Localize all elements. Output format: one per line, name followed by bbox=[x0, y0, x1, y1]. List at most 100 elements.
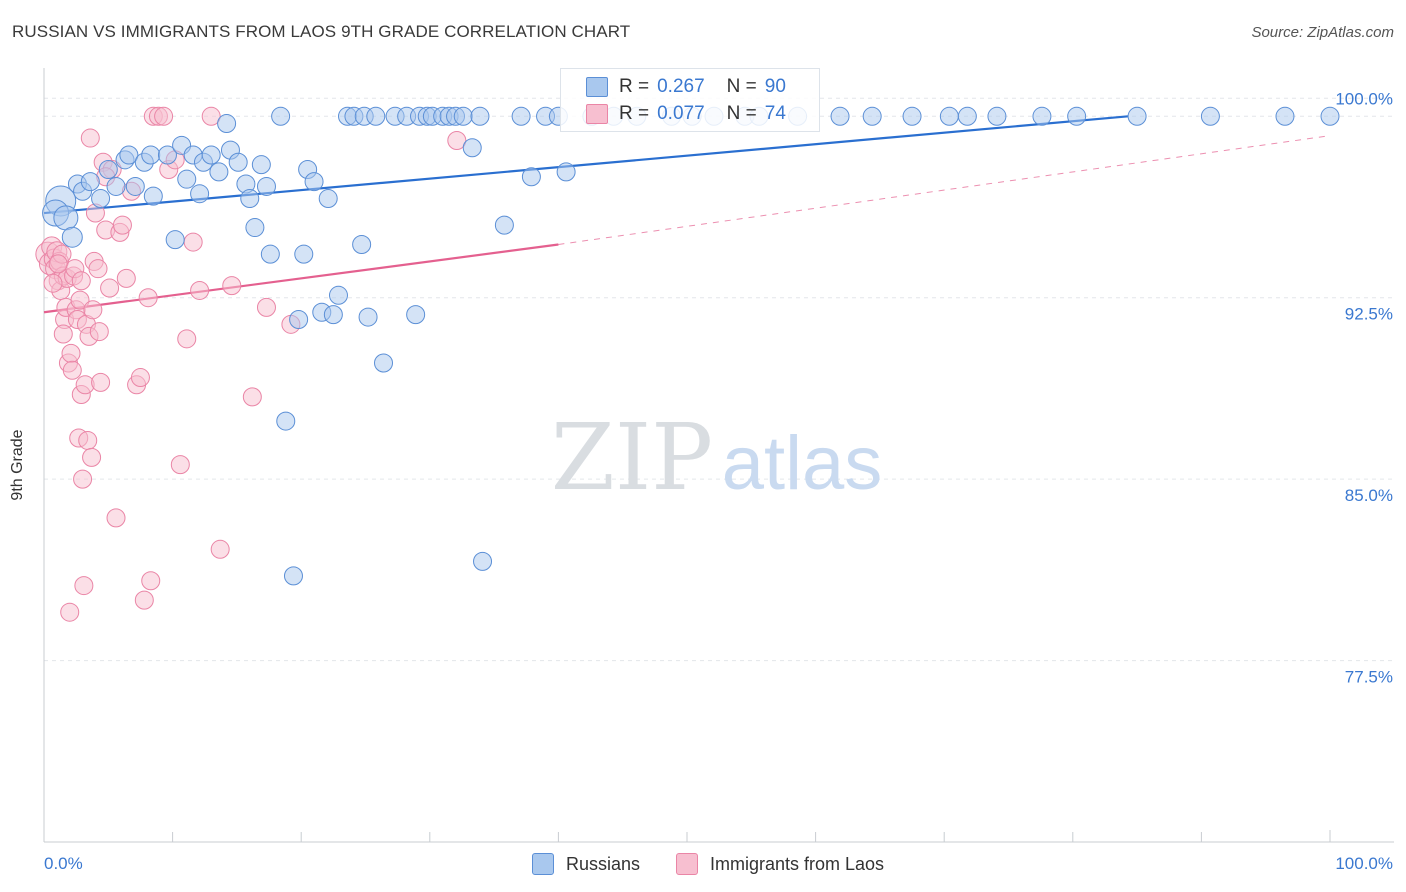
point-russians bbox=[323, 305, 343, 325]
point-russians bbox=[271, 106, 291, 126]
point-russians bbox=[1275, 106, 1295, 126]
series-russians bbox=[42, 106, 1340, 586]
y-tick-label: 85.0% bbox=[1345, 486, 1393, 505]
legend-label-laos: Immigrants from Laos bbox=[710, 853, 885, 874]
point-russians bbox=[143, 186, 163, 206]
point-russians bbox=[862, 106, 882, 126]
point-russians bbox=[556, 162, 576, 182]
point-laos bbox=[116, 268, 136, 288]
point-russians bbox=[245, 218, 265, 238]
point-russians bbox=[141, 145, 161, 165]
point-russians bbox=[53, 205, 79, 231]
point-russians bbox=[830, 106, 850, 126]
legend-r-label: R = bbox=[619, 103, 650, 124]
point-russians bbox=[406, 305, 426, 325]
legend-item-russians[interactable]: Russians bbox=[532, 852, 640, 876]
point-laos bbox=[447, 130, 467, 150]
point-russians bbox=[260, 244, 280, 264]
legend-r-value: 0.267 bbox=[657, 76, 705, 97]
point-russians bbox=[283, 566, 303, 586]
point-russians bbox=[1127, 106, 1147, 126]
point-russians bbox=[318, 189, 338, 209]
legend-n-value: 74 bbox=[764, 103, 786, 124]
point-laos bbox=[190, 280, 210, 300]
point-russians bbox=[328, 285, 348, 305]
point-russians bbox=[294, 244, 314, 264]
point-laos bbox=[242, 387, 262, 407]
y-tick-label: 100.0% bbox=[1335, 89, 1393, 108]
legend-n-value: 90 bbox=[764, 76, 786, 97]
watermark-zip: ZIP bbox=[551, 404, 713, 511]
legend-item-laos[interactable]: Immigrants from Laos bbox=[676, 852, 884, 876]
laos-swatch bbox=[676, 853, 698, 875]
point-laos bbox=[48, 254, 68, 274]
point-russians bbox=[987, 106, 1007, 126]
trendlines bbox=[43, 115, 1331, 314]
legend-r-value: 0.077 bbox=[657, 103, 705, 124]
point-laos bbox=[170, 455, 190, 475]
chart-title: RUSSIAN VS IMMIGRANTS FROM LAOS 9TH GRAD… bbox=[12, 22, 631, 41]
point-russians bbox=[276, 411, 296, 431]
point-russians bbox=[1320, 106, 1340, 126]
point-russians bbox=[228, 152, 248, 172]
point-laos bbox=[82, 447, 102, 467]
axes bbox=[43, 68, 1394, 843]
point-russians bbox=[374, 353, 394, 373]
point-russians bbox=[304, 172, 324, 192]
point-russians bbox=[165, 230, 185, 250]
y-tick-label: 92.5% bbox=[1345, 305, 1393, 324]
point-russians bbox=[240, 189, 260, 209]
point-russians bbox=[470, 106, 490, 126]
point-laos bbox=[141, 571, 161, 591]
point-russians bbox=[939, 106, 959, 126]
point-laos bbox=[134, 590, 154, 610]
point-laos bbox=[154, 106, 174, 126]
point-russians bbox=[902, 106, 922, 126]
point-russians bbox=[201, 145, 221, 165]
y-tick-label: 77.5% bbox=[1345, 668, 1393, 687]
correlation-legend: R = 0.267 N = 90 R = 0.077 N = 74 bbox=[560, 68, 820, 132]
point-laos bbox=[80, 128, 100, 148]
point-laos bbox=[130, 368, 150, 388]
legend-row-russians: R = 0.267 N = 90 bbox=[586, 75, 786, 99]
trendline-laos-extrapolated bbox=[558, 135, 1331, 245]
point-laos bbox=[112, 215, 132, 235]
trendline-laos bbox=[43, 243, 559, 314]
point-laos bbox=[43, 273, 63, 293]
point-russians bbox=[1067, 106, 1087, 126]
point-russians bbox=[251, 155, 271, 175]
point-russians bbox=[91, 189, 111, 209]
point-russians bbox=[957, 106, 977, 126]
point-laos bbox=[89, 322, 109, 342]
trendline-russians bbox=[43, 115, 1129, 215]
chart-source: Source: ZipAtlas.com bbox=[1251, 24, 1394, 41]
point-laos bbox=[60, 602, 80, 622]
x-tick-label-max: 100.0% bbox=[1335, 854, 1393, 873]
point-russians bbox=[352, 234, 372, 254]
legend-label-russians: Russians bbox=[566, 853, 641, 874]
point-laos bbox=[210, 539, 230, 559]
point-russians bbox=[1032, 106, 1052, 126]
point-russians bbox=[61, 226, 83, 248]
point-russians bbox=[366, 106, 386, 126]
point-laos bbox=[177, 329, 197, 349]
point-laos bbox=[100, 278, 120, 298]
point-russians bbox=[190, 184, 210, 204]
point-laos bbox=[70, 290, 90, 310]
point-russians bbox=[217, 114, 237, 134]
watermark: ZIP atlas bbox=[551, 404, 882, 511]
point-russians bbox=[256, 176, 276, 196]
point-russians bbox=[106, 176, 126, 196]
point-russians bbox=[473, 551, 493, 571]
russians-swatch bbox=[532, 853, 554, 875]
point-laos bbox=[62, 360, 82, 380]
point-laos bbox=[222, 276, 242, 296]
point-russians bbox=[358, 307, 378, 327]
legend-swatch-blue bbox=[586, 77, 608, 97]
point-russians bbox=[494, 215, 514, 235]
point-laos bbox=[53, 324, 73, 344]
point-russians bbox=[462, 138, 482, 158]
point-laos bbox=[183, 232, 203, 252]
point-laos bbox=[256, 297, 276, 317]
point-laos bbox=[71, 271, 91, 291]
